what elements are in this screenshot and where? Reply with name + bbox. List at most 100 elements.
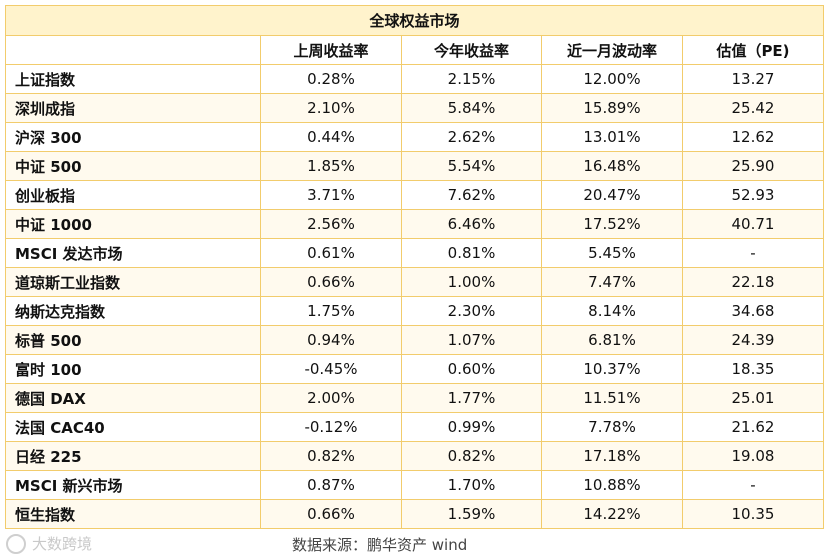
weekly-return-cell: 0.61%	[260, 238, 402, 268]
table-row: 德国 DAX 2.00% 1.77% 11.51% 25.01	[5, 383, 824, 413]
pe-cell: 40.71	[682, 209, 824, 239]
index-name-cell: 富时 100	[5, 354, 261, 384]
weekly-return-cell: 2.56%	[260, 209, 402, 239]
global-equity-table: 全球权益市场 上周收益率 今年收益率 近一月波动率 估值（PE) 上证指数 0.2…	[5, 5, 824, 529]
weekly-return-cell: 0.66%	[260, 267, 402, 297]
pe-cell: 25.01	[682, 383, 824, 413]
table-row: 沪深 300 0.44% 2.62% 13.01% 12.62	[5, 122, 824, 152]
volatility-cell: 11.51%	[541, 383, 683, 413]
index-name-cell: 上证指数	[5, 64, 261, 94]
table-row: 道琼斯工业指数 0.66% 1.00% 7.47% 22.18	[5, 267, 824, 297]
volatility-cell: 12.00%	[541, 64, 683, 94]
index-name-cell: 纳斯达克指数	[5, 296, 261, 326]
weekly-return-cell: 0.28%	[260, 64, 402, 94]
volatility-cell: 17.52%	[541, 209, 683, 239]
column-header-name	[5, 35, 261, 65]
index-name-cell: MSCI 新兴市场	[5, 470, 261, 500]
volatility-cell: 10.88%	[541, 470, 683, 500]
pe-cell: 34.68	[682, 296, 824, 326]
index-name-cell: 道琼斯工业指数	[5, 267, 261, 297]
volatility-cell: 6.81%	[541, 325, 683, 355]
table-row: 富时 100 -0.45% 0.60% 10.37% 18.35	[5, 354, 824, 384]
table-title: 全球权益市场	[5, 5, 824, 36]
index-name-cell: MSCI 发达市场	[5, 238, 261, 268]
table-row: 深圳成指 2.10% 5.84% 15.89% 25.42	[5, 93, 824, 123]
weekly-return-cell: 1.75%	[260, 296, 402, 326]
ytd-return-cell: 0.82%	[401, 441, 542, 471]
volatility-cell: 17.18%	[541, 441, 683, 471]
ytd-return-cell: 7.62%	[401, 180, 542, 210]
pe-cell: 25.90	[682, 151, 824, 181]
pe-cell: -	[682, 238, 824, 268]
ytd-return-cell: 1.00%	[401, 267, 542, 297]
ytd-return-cell: 5.54%	[401, 151, 542, 181]
header-row: 上周收益率 今年收益率 近一月波动率 估值（PE)	[5, 35, 824, 65]
weekly-return-cell: -0.12%	[260, 412, 402, 442]
index-name-cell: 中证 500	[5, 151, 261, 181]
weekly-return-cell: -0.45%	[260, 354, 402, 384]
weekly-return-cell: 3.71%	[260, 180, 402, 210]
ytd-return-cell: 2.15%	[401, 64, 542, 94]
volatility-cell: 20.47%	[541, 180, 683, 210]
weekly-return-cell: 0.82%	[260, 441, 402, 471]
table-row: 中证 1000 2.56% 6.46% 17.52% 40.71	[5, 209, 824, 239]
pe-cell: 52.93	[682, 180, 824, 210]
volatility-cell: 7.78%	[541, 412, 683, 442]
table-row: 上证指数 0.28% 2.15% 12.00% 13.27	[5, 64, 824, 94]
index-name-cell: 恒生指数	[5, 499, 261, 529]
pe-cell: 18.35	[682, 354, 824, 384]
pe-cell: 22.18	[682, 267, 824, 297]
index-name-cell: 法国 CAC40	[5, 412, 261, 442]
ytd-return-cell: 1.70%	[401, 470, 542, 500]
ytd-return-cell: 5.84%	[401, 93, 542, 123]
pe-cell: 21.62	[682, 412, 824, 442]
ytd-return-cell: 2.30%	[401, 296, 542, 326]
weekly-return-cell: 0.66%	[260, 499, 402, 529]
volatility-cell: 8.14%	[541, 296, 683, 326]
table-row: 纳斯达克指数 1.75% 2.30% 8.14% 34.68	[5, 296, 824, 326]
pe-cell: 19.08	[682, 441, 824, 471]
weekly-return-cell: 0.87%	[260, 470, 402, 500]
table-row: MSCI 新兴市场 0.87% 1.70% 10.88% -	[5, 470, 824, 500]
table-row: 恒生指数 0.66% 1.59% 14.22% 10.35	[5, 499, 824, 529]
column-header-pe: 估值（PE)	[682, 35, 824, 65]
ytd-return-cell: 6.46%	[401, 209, 542, 239]
volatility-cell: 14.22%	[541, 499, 683, 529]
ytd-return-cell: 2.62%	[401, 122, 542, 152]
table-row: 创业板指 3.71% 7.62% 20.47% 52.93	[5, 180, 824, 210]
column-header-monthly-volatility: 近一月波动率	[541, 35, 683, 65]
column-header-weekly-return: 上周收益率	[260, 35, 402, 65]
ytd-return-cell: 0.60%	[401, 354, 542, 384]
table-row: 标普 500 0.94% 1.07% 6.81% 24.39	[5, 325, 824, 355]
pe-cell: 10.35	[682, 499, 824, 529]
volatility-cell: 10.37%	[541, 354, 683, 384]
ytd-return-cell: 0.99%	[401, 412, 542, 442]
volatility-cell: 13.01%	[541, 122, 683, 152]
table-row: 中证 500 1.85% 5.54% 16.48% 25.90	[5, 151, 824, 181]
ytd-return-cell: 1.07%	[401, 325, 542, 355]
volatility-cell: 15.89%	[541, 93, 683, 123]
watermark: 大数跨境	[6, 533, 92, 554]
watermark-text: 大数跨境	[32, 535, 93, 553]
index-name-cell: 日经 225	[5, 441, 261, 471]
table-row: 法国 CAC40 -0.12% 0.99% 7.78% 21.62	[5, 412, 824, 442]
weekly-return-cell: 2.00%	[260, 383, 402, 413]
weekly-return-cell: 0.44%	[260, 122, 402, 152]
pe-cell: 13.27	[682, 64, 824, 94]
ytd-return-cell: 0.81%	[401, 238, 542, 268]
index-name-cell: 沪深 300	[5, 122, 261, 152]
volatility-cell: 16.48%	[541, 151, 683, 181]
column-header-ytd-return: 今年收益率	[401, 35, 542, 65]
ytd-return-cell: 1.59%	[401, 499, 542, 529]
pe-cell: -	[682, 470, 824, 500]
pe-cell: 25.42	[682, 93, 824, 123]
title-row: 全球权益市场	[5, 5, 824, 36]
volatility-cell: 5.45%	[541, 238, 683, 268]
weekly-return-cell: 2.10%	[260, 93, 402, 123]
index-name-cell: 中证 1000	[5, 209, 261, 239]
volatility-cell: 7.47%	[541, 267, 683, 297]
equity-market-table-container: 全球权益市场 上周收益率 今年收益率 近一月波动率 估值（PE) 上证指数 0.2…	[5, 5, 824, 529]
index-name-cell: 创业板指	[5, 180, 261, 210]
index-name-cell: 标普 500	[5, 325, 261, 355]
data-source-note: 数据来源：鹏华资产 wind	[292, 536, 468, 554]
